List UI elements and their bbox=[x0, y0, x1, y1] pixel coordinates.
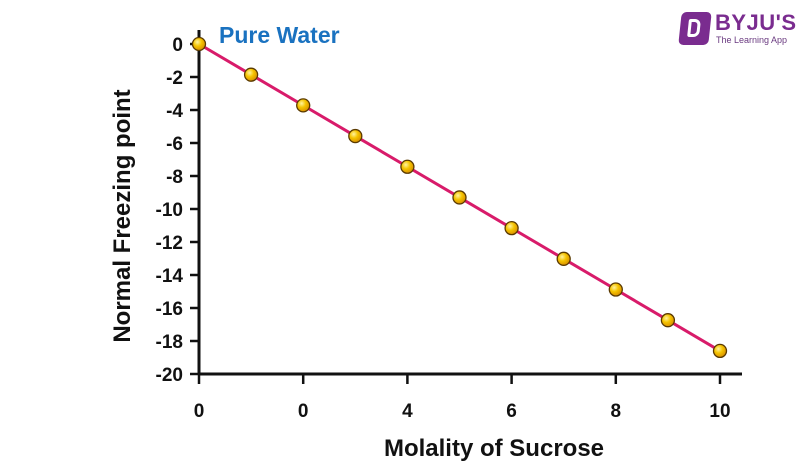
data-point bbox=[608, 282, 623, 297]
data-point bbox=[452, 190, 467, 205]
x-tick-label: 6 bbox=[506, 401, 517, 422]
data-point bbox=[712, 343, 728, 359]
y-tick-label: -14 bbox=[156, 266, 184, 287]
y-tick-label: -12 bbox=[156, 233, 183, 254]
y-tick-label: 0 bbox=[172, 35, 183, 56]
data-point bbox=[191, 36, 207, 52]
x-tick-label: 0 bbox=[298, 401, 309, 422]
data-point bbox=[243, 67, 259, 82]
y-tick-label: -18 bbox=[156, 332, 183, 353]
logo-tagline: The Learning App bbox=[716, 35, 788, 45]
x-axis-ticks: 0 0 4 6 8 10 bbox=[194, 374, 731, 422]
x-tick-label: 4 bbox=[402, 401, 413, 422]
data-point bbox=[504, 220, 519, 236]
axes bbox=[197, 30, 742, 376]
data-point bbox=[296, 98, 311, 113]
y-tick-label: -6 bbox=[166, 134, 183, 155]
y-tick-label: -16 bbox=[156, 299, 183, 320]
data-point bbox=[556, 251, 571, 266]
x-tick-label: 10 bbox=[709, 401, 730, 422]
y-tick-label: -10 bbox=[156, 200, 183, 221]
x-tick-label: 8 bbox=[611, 401, 622, 422]
y-tick-label: -8 bbox=[166, 167, 183, 188]
y-axis-title: Normal Freezing point bbox=[109, 89, 136, 342]
y-tick-label: -20 bbox=[156, 365, 183, 386]
y-tick-label: -2 bbox=[166, 68, 183, 89]
pure-water-annotation: Pure Water bbox=[219, 22, 340, 48]
logo-name: BYJU'S bbox=[715, 10, 797, 35]
x-tick-label: 0 bbox=[194, 401, 205, 422]
byjus-logo: BYJU'S The Learning App bbox=[678, 12, 796, 48]
data-point bbox=[348, 128, 363, 144]
data-point bbox=[660, 313, 676, 328]
x-axis-title: Molality of Sucrose bbox=[384, 435, 604, 462]
data-points bbox=[191, 36, 728, 359]
data-point bbox=[400, 159, 415, 174]
byjus-logo-icon bbox=[678, 12, 712, 45]
y-axis-ticks: 0 -2 -4 -6 -8 -10 -12 -14 -16 -18 -20 bbox=[156, 35, 199, 386]
y-tick-label: -4 bbox=[166, 101, 183, 122]
